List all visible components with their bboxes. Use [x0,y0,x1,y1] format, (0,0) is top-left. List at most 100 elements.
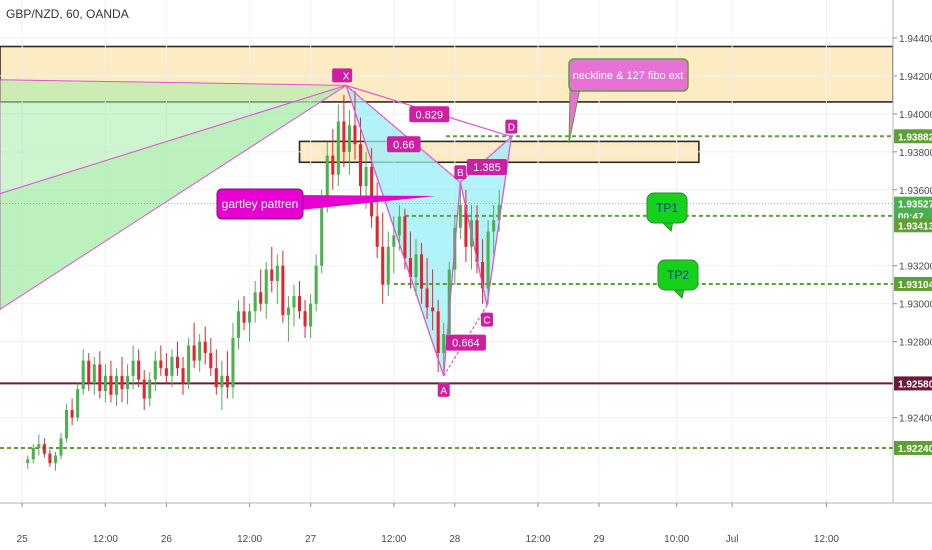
price-tick-label: 1.94200 [899,72,932,83]
candle-body [497,204,501,221]
candle-body [153,360,157,380]
gartley-callout-text: gartley pattren [222,197,299,211]
candle-body [458,204,462,228]
candle-body [392,235,396,247]
candle-body [159,360,163,369]
time-tick-label: 25 [17,534,29,545]
tp1-label: TP1 [656,201,678,215]
pattern-line-CD [486,136,512,306]
neckline-callout-box [568,58,689,92]
candle-body [270,269,274,281]
pattern-line-XA [345,85,445,377]
candle-body [48,453,52,464]
candle-body [203,341,207,354]
candle-body [420,254,424,289]
ratio-label-bg [466,159,507,176]
candle-body [359,144,363,187]
time-tick-label: 26 [161,534,173,545]
price-badge-label: 1.93413 [898,221,932,232]
candle-body [175,356,180,369]
candle-body [414,254,418,278]
candle-body [59,438,63,456]
pattern-line-BC [459,182,488,306]
candle-body [403,216,407,259]
time-tick-label: 12:00 [814,534,839,545]
time-tick-label: 10:00 [664,534,689,545]
point-label-c: C [483,316,490,327]
candle-body [431,307,435,312]
price-badge-label: 00:47 [898,212,924,223]
price-tick-label: 1.92800 [899,338,932,349]
candle-body [286,307,290,316]
price-badge-label: 1.93882 [898,132,932,143]
price-tick-label: 1.93600 [899,186,932,197]
candle-body [131,360,135,376]
price-tick-label: 1.94400 [899,34,932,45]
price-badge-label: 1.93104 [898,280,932,291]
price-badge [894,440,932,455]
candle-body [231,337,235,388]
tp2-label: TP2 [667,268,689,282]
candle-body [447,269,451,335]
price-tick-label: 1.94000 [899,110,932,121]
candle-body [408,258,412,278]
candle-body [303,311,307,327]
candle-body [164,368,168,376]
candle-body [253,292,257,312]
candle-body [81,360,85,390]
candle-body [297,296,302,312]
candle-body [142,379,146,399]
tp2-bubble [657,259,699,291]
harmonic-pattern [0,79,513,376]
candle-body [126,375,130,390]
candle-body [31,447,35,460]
candle-body [236,311,241,338]
point-label-bg-extra [332,68,343,83]
candle-body [98,364,102,392]
candle-body [198,341,202,361]
price-tick-label: 1.92400 [899,414,932,425]
point-label-bg-c [480,312,493,327]
candle-body [53,455,57,464]
ratio-label-bg [386,136,421,153]
candle-body [109,375,113,395]
candle-body [386,246,390,285]
candle-body [364,167,368,187]
candle-body [486,231,490,289]
point-label-bg-d [505,119,518,134]
time-tick-label: Jul [726,534,739,545]
candle-body [397,216,401,236]
candle-body [264,269,268,304]
candle-body [336,121,340,175]
point-label-bg-x [340,68,353,83]
time-axis[interactable]: 25 12:00 26 12:00 27 12:00 28 12:00 29 10:00 Jul 12… [0,502,932,550]
candle-body [314,265,318,304]
candle-body [375,216,379,247]
price-badge-label: 1.92240 [898,444,932,455]
candle-body [148,379,152,399]
candle-body [342,121,346,152]
candle-body [320,201,324,266]
candle-body [275,265,279,281]
candle-body [492,220,496,232]
point-label-x: X [343,71,350,82]
candle-body [475,220,479,262]
candle-body [114,375,119,395]
price-tick-label: 1.93000 [899,300,932,311]
price-axis[interactable]: 1.94400 1.94200 1.94000 1.93800 1.93600 1.932… [892,0,932,550]
candle-body [76,389,80,418]
candle-body [187,345,191,384]
candle-body [370,167,374,217]
candle-body [137,360,141,380]
time-axis-bg [0,503,932,550]
time-tick-label: 29 [593,534,605,545]
annotations: gartley pattren neckline & 127 fibo ext TP… [216,58,699,300]
point-label-b: B [457,168,464,179]
candle-body [259,292,263,304]
candle-body [436,311,440,354]
time-tick-label: 12:00 [381,534,406,545]
candle-body [192,345,196,361]
price-badge [894,376,932,391]
price-tick-label: 1.93800 [899,148,932,159]
